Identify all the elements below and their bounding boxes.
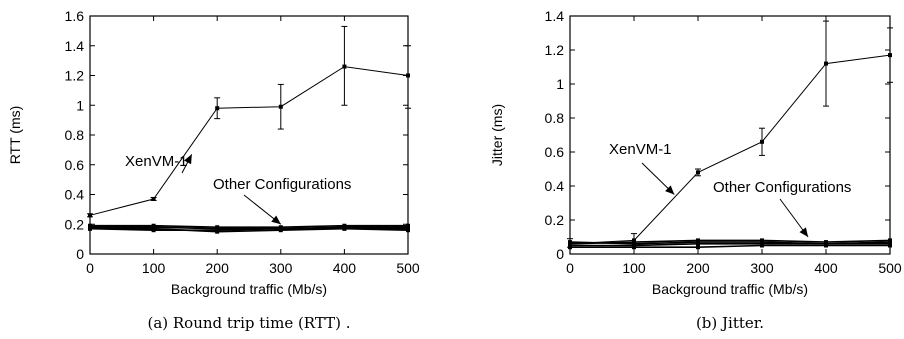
- y-tick-label: 0.8: [545, 110, 565, 126]
- data-point: [406, 223, 410, 228]
- data-point: [151, 196, 156, 201]
- data-point: [760, 139, 764, 144]
- x-tick-label: 0: [86, 260, 94, 276]
- y-tick-label: 1: [556, 76, 564, 92]
- annotation-arrow-head: [271, 215, 281, 225]
- annotation-label: Other Configurations: [213, 176, 351, 193]
- data-point: [632, 245, 636, 250]
- x-tick-label: 500: [878, 260, 902, 276]
- x-tick-label: 0: [566, 260, 574, 276]
- series-line: [569, 54, 891, 245]
- annotation-arrow-head: [184, 154, 192, 165]
- data-point: [696, 238, 700, 243]
- data-point: [342, 226, 347, 231]
- annotation-arrow-head: [799, 227, 809, 237]
- series-line: [90, 224, 408, 228]
- y-tick-label: 0: [76, 246, 84, 262]
- y-tick-label: 0.4: [65, 187, 85, 203]
- y-axis-label: Jitter (ms): [489, 104, 505, 166]
- data-point: [278, 228, 283, 233]
- x-tick-label: 300: [750, 260, 774, 276]
- annotation-label: XenVM-1: [125, 153, 188, 170]
- figure-caption: (b) Jitter.: [696, 314, 764, 332]
- y-tick-label: 0.6: [65, 157, 85, 173]
- y-tick-label: 0.2: [65, 216, 85, 232]
- y-tick-label: 1.2: [65, 68, 85, 84]
- y-axis-label: RTT (ms): [7, 106, 23, 165]
- x-tick-label: 200: [686, 260, 710, 276]
- data-point: [696, 170, 700, 175]
- annotation-arrow-head: [665, 185, 675, 195]
- data-point: [88, 226, 92, 231]
- data-point: [888, 243, 892, 248]
- x-tick-label: 400: [333, 260, 357, 276]
- x-tick-label: 400: [814, 260, 838, 276]
- data-point: [824, 61, 828, 66]
- data-point: [88, 213, 92, 218]
- data-point: [342, 223, 347, 228]
- data-point: [696, 241, 700, 246]
- x-tick-label: 100: [142, 260, 166, 276]
- data-point: [342, 64, 347, 69]
- data-point: [824, 243, 828, 248]
- annotation-label: Other Configurations: [713, 179, 851, 196]
- data-point: [568, 245, 572, 250]
- data-point: [888, 53, 892, 58]
- y-tick-label: 0.8: [65, 127, 85, 143]
- y-tick-label: 1: [76, 97, 84, 113]
- x-tick-label: 200: [206, 260, 230, 276]
- rtt-chart: 0 0.2 0.4 0.6 0.8 1 1.2 1.4 1.6 0 100 200 300 400 500 B…: [7, 8, 420, 332]
- figure-caption: (a) Round trip time (RTT) .: [147, 314, 350, 332]
- data-point: [151, 223, 156, 228]
- y-tick-label: 0.2: [545, 212, 565, 228]
- series-line: [570, 243, 890, 247]
- data-point: [888, 238, 892, 243]
- x-axis-label: Background traffic (Mb/s): [171, 281, 327, 297]
- y-tick-label: 1.2: [545, 42, 565, 58]
- x-tick-label: 500: [396, 260, 420, 276]
- y-tick-label: 0: [556, 246, 564, 262]
- y-tick-label: 1.4: [545, 8, 565, 24]
- data-point: [88, 223, 92, 228]
- data-point: [406, 73, 410, 78]
- data-point: [215, 229, 220, 234]
- data-point: [278, 104, 283, 109]
- series-line: [89, 66, 409, 216]
- data-point: [760, 243, 764, 248]
- jitter-chart: 0 0.2 0.4 0.6 0.8 1 1.2 1.4 0 100 200 300 400 500 Back…: [489, 8, 902, 332]
- y-tick-label: 0.6: [545, 144, 565, 160]
- data-point: [568, 241, 572, 246]
- x-tick-label: 300: [269, 260, 293, 276]
- series-line: [570, 244, 890, 248]
- plot-frame: [89, 15, 409, 255]
- series-line: [569, 239, 891, 245]
- series-line: [90, 227, 409, 233]
- data-point: [696, 245, 700, 250]
- y-tick-label: 1.4: [65, 38, 85, 54]
- plot-frame: [569, 15, 891, 255]
- data-point: [824, 240, 828, 245]
- y-tick-label: 0.4: [545, 178, 565, 194]
- x-axis-label: Background traffic (Mb/s): [652, 281, 808, 297]
- x-tick-label: 100: [622, 260, 646, 276]
- data-point: [406, 228, 410, 233]
- data-point: [632, 240, 636, 245]
- data-point: [760, 238, 764, 243]
- data-point: [278, 225, 283, 230]
- y-tick-label: 1.6: [65, 8, 85, 24]
- data-point: [215, 225, 220, 230]
- data-point: [151, 226, 156, 231]
- data-point: [215, 106, 220, 111]
- annotation-label: XenVM-1: [609, 141, 672, 158]
